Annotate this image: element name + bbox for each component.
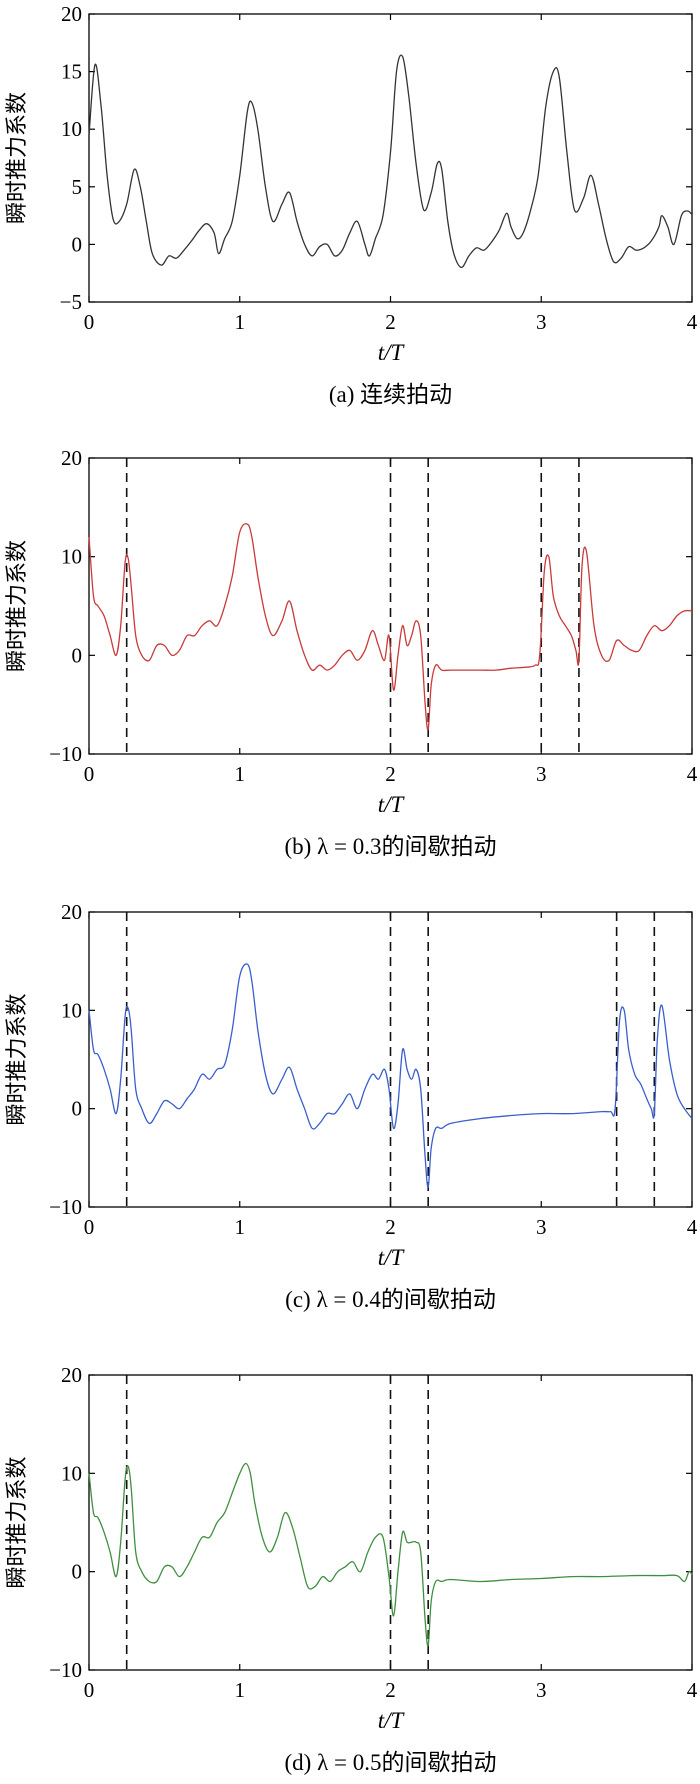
x-tick-label: 0 bbox=[84, 1215, 95, 1239]
x-tick-label: 1 bbox=[235, 1678, 246, 1702]
y-tick-label: 10 bbox=[61, 117, 82, 141]
y-tick-label: 0 bbox=[72, 232, 83, 256]
x-tick-label: 2 bbox=[385, 762, 396, 786]
y-tick-label: 20 bbox=[61, 446, 82, 470]
plot-frame bbox=[88, 911, 693, 1208]
y-tick-label: −10 bbox=[49, 742, 82, 766]
x-tick-label: 4 bbox=[687, 762, 698, 786]
x-tick-label: 4 bbox=[687, 1215, 698, 1239]
x-tick-label: 4 bbox=[687, 310, 698, 334]
x-tick-label: 1 bbox=[235, 762, 246, 786]
series-line-1 bbox=[88, 1462, 693, 1647]
y-tick-label: 10 bbox=[61, 545, 82, 569]
y-tick-label: 5 bbox=[72, 175, 83, 199]
y-tick-label: 20 bbox=[61, 1363, 82, 1387]
x-tick-label: 1 bbox=[235, 1215, 246, 1239]
y-axis-label: 瞬时推力系数 bbox=[5, 993, 30, 1125]
y-tick-label: 10 bbox=[61, 998, 82, 1022]
x-tick-label: 3 bbox=[536, 1678, 547, 1702]
y-tick-label: 0 bbox=[72, 643, 83, 667]
x-tick-label: 1 bbox=[235, 310, 246, 334]
panel-caption: (d) λ = 0.5的间歇拍动 bbox=[285, 1750, 497, 1775]
y-axis-label: 瞬时推力系数 bbox=[5, 92, 30, 224]
y-tick-label: 0 bbox=[72, 1560, 83, 1584]
plot-frame bbox=[88, 1374, 693, 1671]
x-tick-label: 2 bbox=[385, 310, 396, 334]
x-tick-label: 0 bbox=[84, 310, 95, 334]
panel-caption: (a) 连续拍动 bbox=[329, 382, 452, 407]
y-tick-label: −10 bbox=[49, 1195, 82, 1219]
y-tick-label: 20 bbox=[61, 2, 82, 26]
x-tick-label: 2 bbox=[385, 1678, 396, 1702]
x-tick-label: 4 bbox=[687, 1678, 698, 1702]
y-tick-label: 0 bbox=[72, 1097, 83, 1121]
y-tick-label: 10 bbox=[61, 1461, 82, 1485]
x-tick-label: 3 bbox=[536, 1215, 547, 1239]
y-tick-label: −10 bbox=[49, 1658, 82, 1682]
y-tick-label: 15 bbox=[61, 60, 82, 84]
x-tick-label: 2 bbox=[385, 1215, 396, 1239]
panel-caption: (b) λ = 0.3的间歇拍动 bbox=[285, 834, 497, 859]
plot-frame bbox=[88, 457, 693, 755]
x-tick-label: 0 bbox=[84, 1678, 95, 1702]
y-tick-label: 20 bbox=[61, 900, 82, 924]
panel-caption: (c) λ = 0.4的间歇拍动 bbox=[285, 1287, 496, 1312]
x-tick-label: 0 bbox=[84, 762, 95, 786]
series-line-1 bbox=[88, 54, 693, 269]
x-axis-label: t/T bbox=[378, 1245, 406, 1270]
x-tick-label: 3 bbox=[536, 310, 547, 334]
x-axis-label: t/T bbox=[378, 340, 406, 365]
series-line-1 bbox=[88, 963, 693, 1188]
series-line-1 bbox=[88, 523, 693, 731]
x-axis-label: t/T bbox=[378, 1708, 406, 1733]
y-tick-label: −5 bbox=[60, 290, 82, 314]
x-axis-label: t/T bbox=[378, 792, 406, 817]
y-axis-label: 瞬时推力系数 bbox=[5, 540, 30, 672]
y-axis-label: 瞬时推力系数 bbox=[5, 1456, 30, 1588]
x-tick-label: 3 bbox=[536, 762, 547, 786]
